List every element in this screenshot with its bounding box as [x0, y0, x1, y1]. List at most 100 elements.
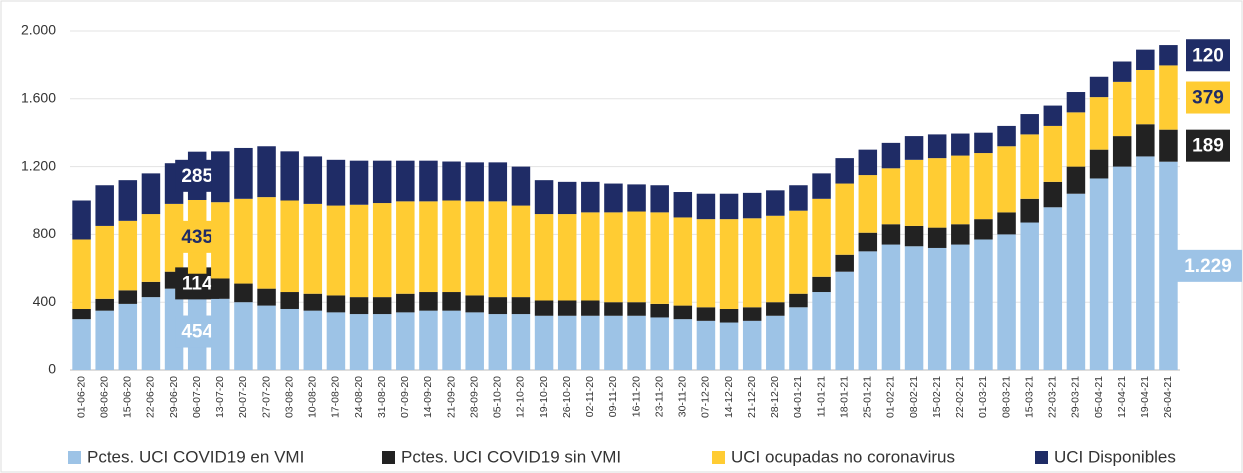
bar-segment [349, 160, 369, 205]
bar-segment [372, 314, 392, 370]
bar-segment [1159, 65, 1178, 130]
x-tick-label: 03-08-20 [283, 376, 295, 418]
bar-segment [141, 214, 161, 282]
bar-segment [789, 210, 808, 294]
bar-segment [1043, 181, 1063, 208]
bar-segment [442, 161, 461, 201]
bar-segment [141, 173, 161, 215]
x-tick-label: 22-02-21 [954, 376, 966, 418]
value-label: 454 [181, 322, 213, 343]
x-tick-label: 30-11-20 [677, 376, 689, 417]
bar-segment [696, 219, 716, 308]
bar-segment [650, 212, 669, 304]
x-tick-label: 26-10-20 [561, 376, 573, 418]
legend-swatch [68, 451, 81, 464]
bar-segment [812, 292, 831, 370]
bar-segment [1066, 112, 1086, 167]
bar-segment [1043, 125, 1063, 182]
bar-segment [627, 211, 646, 303]
x-tick-label: 14-12-20 [723, 376, 735, 418]
bar-segment [372, 297, 392, 315]
bar-segment [118, 303, 138, 370]
legend-label: UCI Disponibles [1054, 447, 1176, 466]
x-tick-label: 24-08-20 [353, 376, 365, 418]
bar-segment [1089, 178, 1109, 370]
bar-segment [141, 297, 161, 370]
bar-segment [719, 193, 739, 220]
bar-segment [349, 204, 369, 298]
bar-segment [1066, 166, 1086, 194]
x-tick-label: 06-07-20 [191, 376, 203, 418]
x-tick-label: 15-06-20 [122, 376, 134, 418]
bar-segment [164, 288, 184, 370]
bar-segment [118, 220, 138, 291]
bar-segment [372, 160, 392, 204]
bar-segment [742, 307, 762, 321]
bar-segment [1112, 136, 1132, 167]
bar-segment [1112, 61, 1132, 82]
bar-segment [650, 303, 669, 318]
bar-segment [511, 205, 531, 298]
bar-segment [396, 293, 415, 313]
x-tick-label: 26-04-21 [1162, 376, 1174, 418]
bar-segment [604, 212, 623, 303]
x-tick-label: 12-04-21 [1116, 376, 1128, 418]
value-label: 120 [1192, 45, 1224, 66]
legend-swatch [712, 451, 725, 464]
bar-segment [465, 312, 484, 370]
x-tick-label: 22-03-21 [1047, 376, 1059, 418]
bar-segment [419, 310, 438, 370]
bar-segment [997, 212, 1016, 235]
bar-segment [835, 183, 854, 255]
bar-segment [673, 305, 693, 320]
bar-segment [95, 185, 114, 226]
bar-segment [627, 184, 646, 212]
value-label: 189 [1192, 136, 1224, 157]
bar-segment [257, 305, 276, 370]
bar-segment [1112, 81, 1132, 137]
x-tick-label: 10-08-20 [307, 376, 319, 418]
bar-segment [488, 297, 508, 315]
bar-segment [465, 162, 484, 202]
value-label: 1.229 [1184, 256, 1232, 277]
value-label-box [1174, 249, 1242, 282]
bar-segment [303, 293, 323, 311]
bar-segment [719, 308, 739, 323]
bar-segment [673, 319, 693, 370]
bar-segment [72, 308, 91, 320]
bar-segment [766, 315, 785, 370]
x-tick-label: 13-07-20 [214, 376, 226, 418]
x-tick-label: 15-03-21 [1023, 376, 1035, 418]
bar-segment [881, 224, 901, 245]
bar-segment [766, 215, 785, 303]
bar-segment [419, 292, 438, 311]
bar-segment [211, 278, 230, 299]
x-tick-label: 02-11-20 [584, 376, 596, 417]
y-tick-label: 1.600 [21, 90, 56, 106]
bar-segment [234, 302, 253, 370]
bar-segment [1136, 69, 1155, 125]
x-tick-label: 07-09-20 [399, 376, 411, 418]
x-tick-label: 08-02-21 [908, 376, 920, 418]
bar-segment [164, 203, 184, 272]
value-label-box [1186, 39, 1230, 72]
bar-segment [673, 192, 693, 218]
bar-segment [211, 151, 230, 203]
x-tick-label: 18-01-21 [838, 376, 850, 418]
bar-segment [858, 175, 878, 233]
bar-segment [812, 276, 831, 293]
bar-segment [326, 205, 346, 296]
value-label-box [1186, 81, 1230, 114]
x-tick-label: 09-11-20 [607, 376, 619, 417]
bar-segment [766, 302, 785, 316]
x-tick-label: 08-03-21 [1000, 376, 1012, 418]
bar-segment [534, 180, 554, 215]
bar-segment [1043, 207, 1063, 370]
bar-segment [835, 254, 854, 272]
bar-segment [349, 314, 369, 370]
bar-segment [881, 244, 901, 370]
bar-segment [442, 292, 461, 311]
bar-segment [280, 308, 299, 370]
bar-segment [1066, 92, 1086, 113]
